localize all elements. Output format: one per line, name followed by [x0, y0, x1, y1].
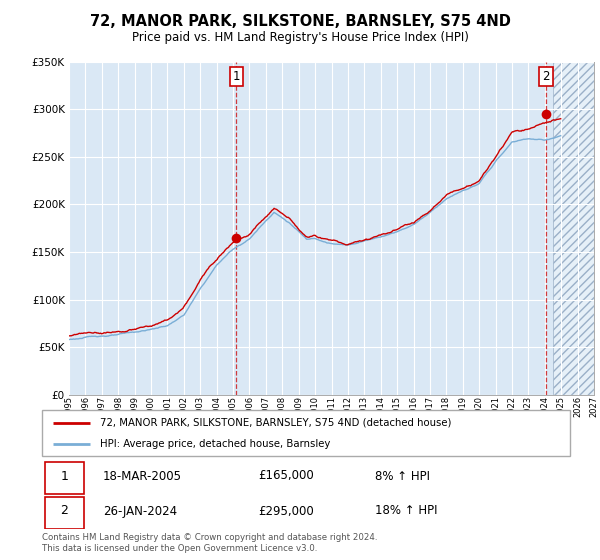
Text: 8% ↑ HPI: 8% ↑ HPI: [374, 469, 430, 483]
Text: £165,000: £165,000: [259, 469, 314, 483]
Text: 1: 1: [61, 469, 68, 483]
Text: 18% ↑ HPI: 18% ↑ HPI: [374, 505, 437, 517]
Text: 1: 1: [233, 70, 240, 83]
Text: 18-MAR-2005: 18-MAR-2005: [103, 469, 182, 483]
FancyBboxPatch shape: [44, 462, 84, 493]
Text: 2: 2: [61, 505, 68, 517]
Text: HPI: Average price, detached house, Barnsley: HPI: Average price, detached house, Barn…: [100, 439, 331, 449]
Text: 72, MANOR PARK, SILKSTONE, BARNSLEY, S75 4ND (detached house): 72, MANOR PARK, SILKSTONE, BARNSLEY, S75…: [100, 418, 452, 428]
Text: Price paid vs. HM Land Registry's House Price Index (HPI): Price paid vs. HM Land Registry's House …: [131, 31, 469, 44]
Bar: [553, 62, 594, 395]
Bar: [553, 62, 594, 395]
Text: 72, MANOR PARK, SILKSTONE, BARNSLEY, S75 4ND: 72, MANOR PARK, SILKSTONE, BARNSLEY, S75…: [89, 14, 511, 29]
Text: Contains HM Land Registry data © Crown copyright and database right 2024.
This d: Contains HM Land Registry data © Crown c…: [42, 533, 377, 553]
Text: £295,000: £295,000: [259, 505, 314, 517]
Text: 2: 2: [542, 70, 550, 83]
Text: 26-JAN-2024: 26-JAN-2024: [103, 505, 177, 517]
FancyBboxPatch shape: [44, 497, 84, 529]
FancyBboxPatch shape: [42, 410, 570, 456]
